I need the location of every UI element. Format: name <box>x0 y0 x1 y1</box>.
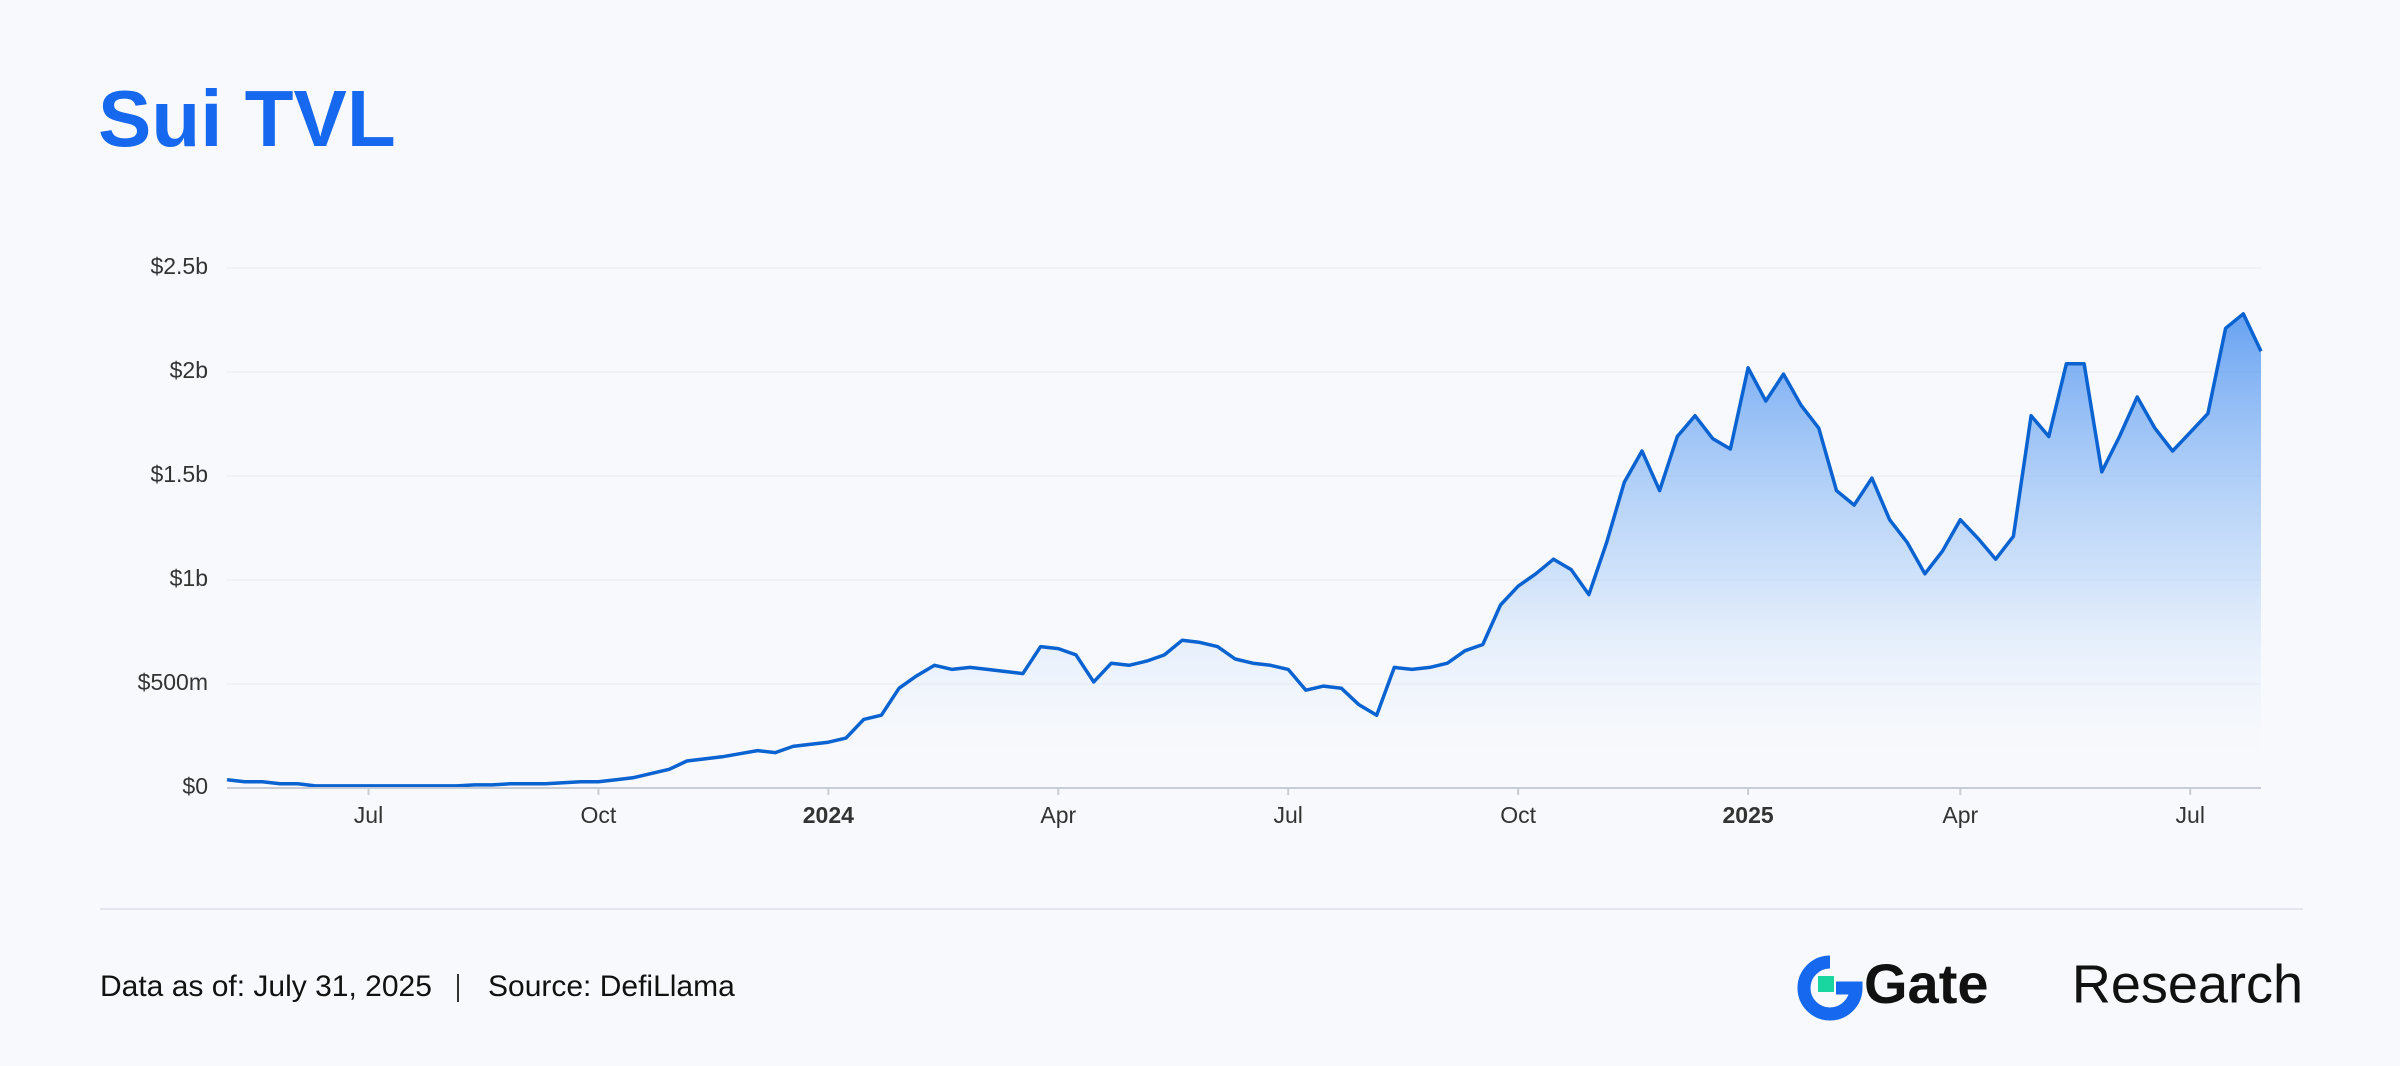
y-tick-label: $2.5b <box>150 253 208 279</box>
x-tick-label: Jul <box>1274 802 1303 828</box>
x-tick-label: Jul <box>2176 802 2205 828</box>
x-tick-label: Apr <box>1040 802 1076 828</box>
x-tick-label: Oct <box>581 802 617 828</box>
line <box>226 312 2263 788</box>
logo-brand: Gate <box>1864 952 1989 1015</box>
plot-area: $0 $500m $1b $1.5b $2b $2.5b Jul Oct 2024 Apr Jul O… <box>138 253 2263 828</box>
y-tick-label: $2b <box>170 357 208 383</box>
y-tick-label: $0 <box>182 773 208 799</box>
footer-date: Data as of: July 31, 2025 <box>100 970 432 1003</box>
area-fill <box>227 313 2261 788</box>
chart-title: Sui TVL <box>98 74 396 163</box>
logo-icon-square <box>1818 976 1834 992</box>
y-tick-label: $1.5b <box>150 461 208 487</box>
y-tick-label: $500m <box>138 669 208 695</box>
logo-suffix: Research <box>2072 954 2303 1014</box>
x-tick-label: Apr <box>1942 802 1978 828</box>
footer-source: Source: DefiLlama <box>488 970 735 1003</box>
logo: Gate Research <box>1797 952 2303 1021</box>
x-tick-label: 2024 <box>803 802 854 828</box>
x-tick-label: Jul <box>354 802 383 828</box>
x-tick-label: 2025 <box>1722 802 1773 828</box>
y-tick-label: $1b <box>170 565 208 591</box>
x-tick-label: Oct <box>1500 802 1536 828</box>
logo-icon <box>1797 955 1863 1021</box>
